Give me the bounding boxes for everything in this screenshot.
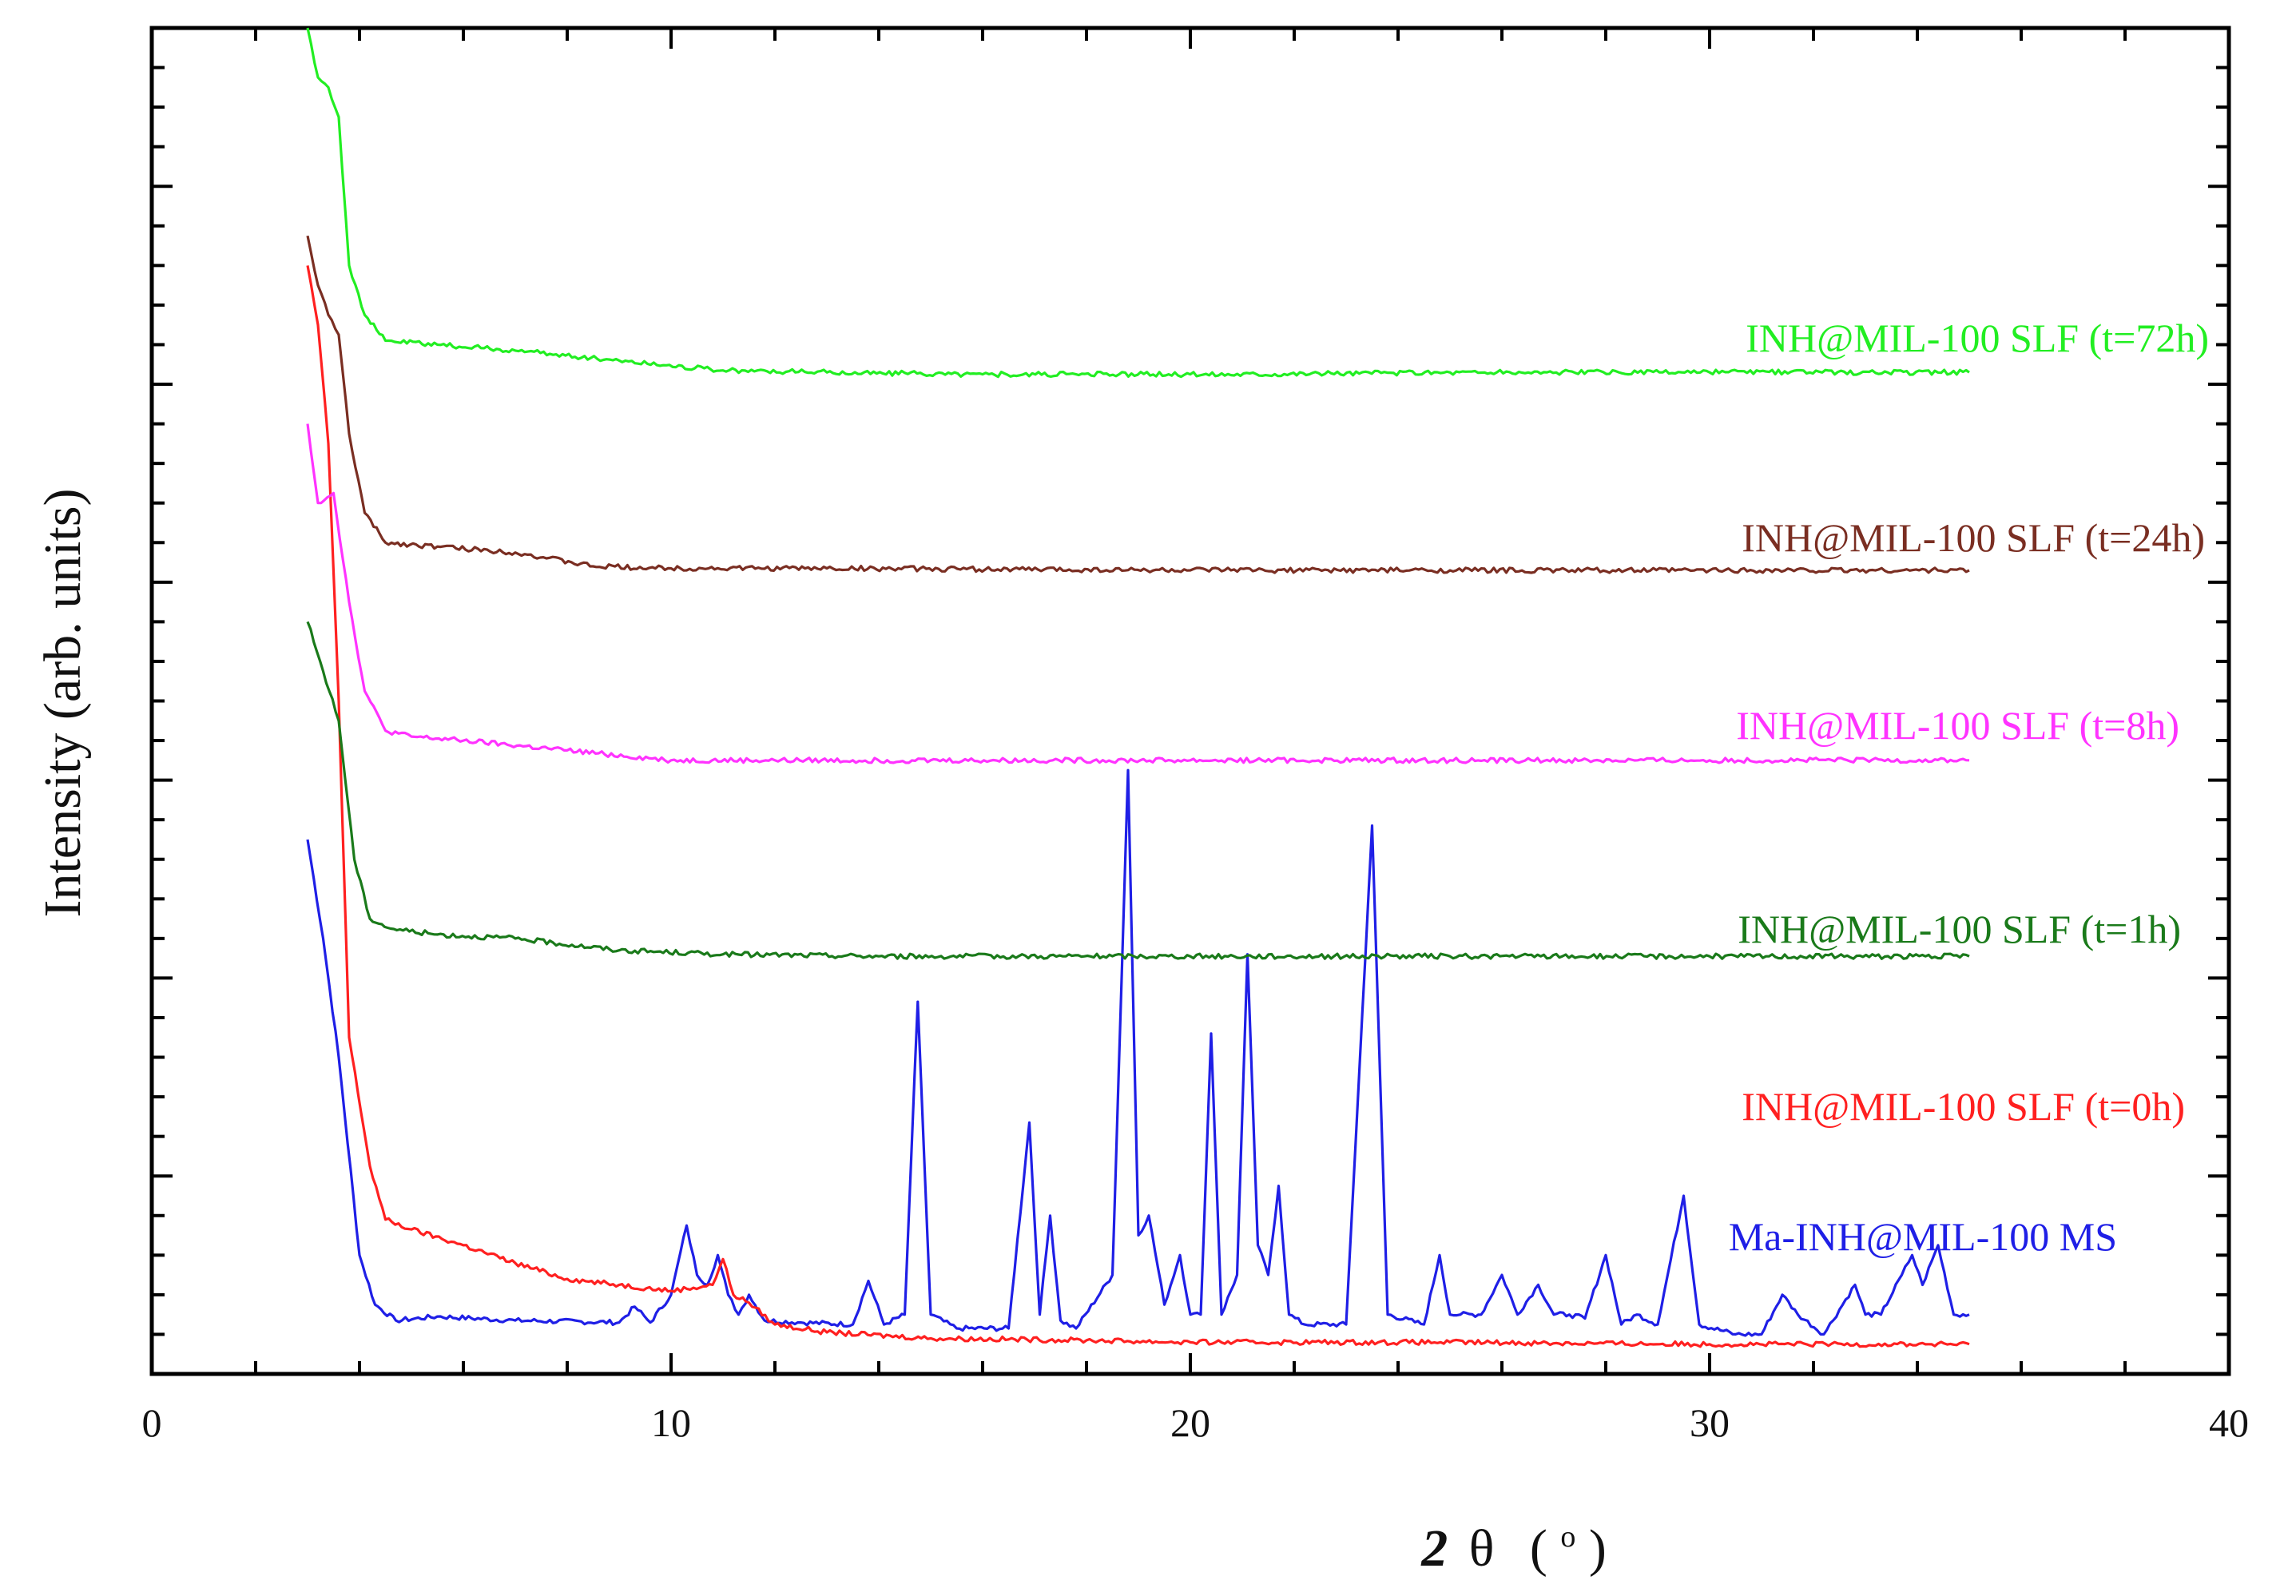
series-layer [306,27,1970,1348]
series-line [306,265,1970,1348]
series-label: INH@MIL-100 SLF (t=1h) [1738,907,2181,951]
series-line [306,621,1970,960]
x-axis-title-theta: θ [1469,1519,1495,1578]
series-line [306,423,1970,764]
series-label: INH@MIL-100 SLF (t=8h) [1736,703,2179,748]
series-labels: Ma-INH@MIL-100 MS INH@MIL-100 SLF (t=0h) I… [1729,316,2209,1259]
x-tick-label: 40 [2209,1400,2249,1445]
series-label: INH@MIL-100 SLF (t=24h) [1742,515,2205,560]
x-axis-title-2: 2 [1420,1519,1448,1578]
x-tick-label: 0 [142,1400,162,1445]
series-line [306,768,1970,1337]
x-axis-title-close: ) [1589,1519,1607,1578]
series-label: INH@MIL-100 SLF (t=72h) [1746,316,2209,360]
x-tick-label: 20 [1170,1400,1210,1445]
series-label: INH@MIL-100 SLF (t=0h) [1742,1084,2185,1129]
x-axis-title-degree: o [1560,1520,1575,1554]
x-axis-title: 2 θ ( o ) [1420,1500,1607,1578]
x-tick-label: 10 [651,1400,691,1445]
x-tick-label: 30 [1690,1400,1730,1445]
y-axis-title: Intensity (arb. units) [34,488,92,917]
plot-frame [149,26,2231,1376]
series-label: Ma-INH@MIL-100 MS [1729,1214,2117,1259]
x-axis-title-open: ( [1530,1519,1547,1578]
series-line [306,27,1970,379]
x-tick-labels: 0 10 20 30 40 [142,1400,2250,1445]
tick-marks [152,26,2229,1374]
series-line [306,235,1970,574]
